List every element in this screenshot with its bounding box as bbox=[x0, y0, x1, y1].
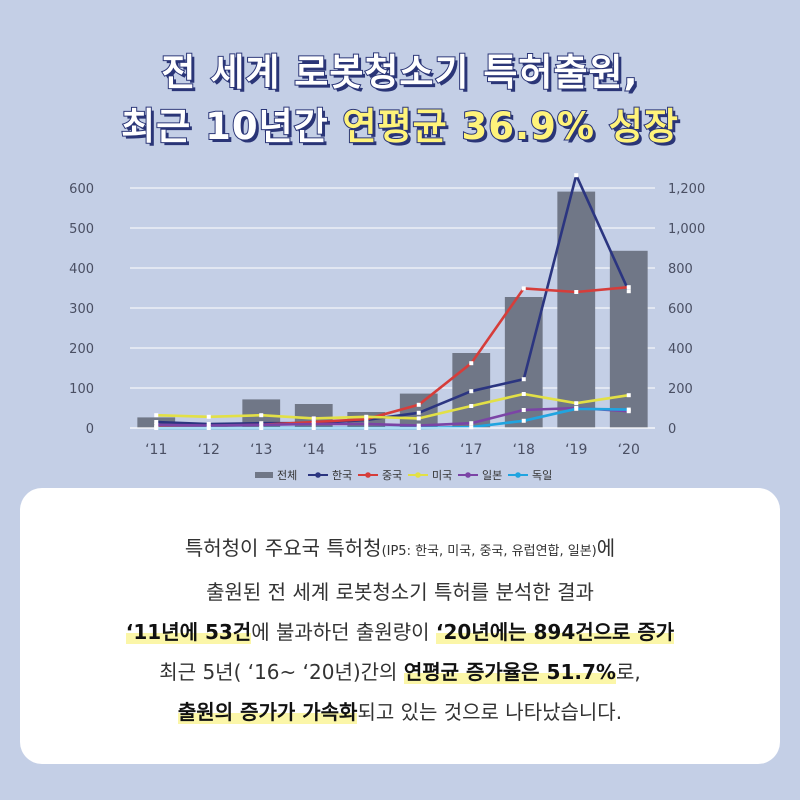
legend-label-line: 미국 bbox=[432, 469, 452, 482]
right-tick-label: 800 bbox=[668, 262, 693, 277]
right-tick-label: 1,000 bbox=[668, 222, 705, 237]
x-tick-label: ‘14 bbox=[303, 442, 325, 458]
point-독일 bbox=[469, 425, 474, 430]
point-일본 bbox=[469, 421, 474, 426]
point-미국 bbox=[469, 404, 474, 408]
point-독일 bbox=[574, 406, 579, 411]
point-미국 bbox=[416, 416, 421, 421]
summary-line-3: ‘11년에 53건에 불과하던 출원량이 ‘20년에는 894건으로 증가 bbox=[20, 612, 780, 652]
right-tick-label: 0 bbox=[668, 422, 676, 437]
point-일본 bbox=[259, 422, 264, 427]
right-tick-label: 400 bbox=[668, 342, 693, 357]
legend-label-line: 한국 bbox=[332, 469, 352, 482]
x-tick-label: ‘11 bbox=[145, 442, 167, 458]
summary-line-1-a: 특허청이 주요국 특허청 bbox=[184, 536, 382, 560]
point-중국 bbox=[521, 286, 526, 291]
point-미국 bbox=[364, 414, 369, 419]
point-중국 bbox=[364, 417, 369, 422]
point-일본 bbox=[364, 422, 369, 426]
left-tick-label: 400 bbox=[69, 262, 94, 277]
highlight-2011: ‘11년에 53건 bbox=[125, 620, 252, 644]
highlight-acceleration: 출원의 증가가 가속화 bbox=[177, 700, 358, 724]
x-tick-label: ‘18 bbox=[513, 442, 535, 458]
left-tick-label: 100 bbox=[69, 382, 94, 397]
x-tick-label: ‘19 bbox=[565, 442, 587, 458]
point-미국 bbox=[154, 413, 159, 418]
x-tick-label: ‘17 bbox=[460, 442, 482, 458]
bar-total bbox=[557, 191, 596, 428]
summary-line-1: 특허청이 주요국 특허청(IP5: 한국, 미국, 중국, 유럽연합, 일본)에 bbox=[20, 528, 780, 572]
point-중국 bbox=[626, 285, 631, 290]
point-한국 bbox=[154, 420, 159, 424]
series-line-일본 bbox=[156, 406, 629, 427]
summary-line-3-b: 에 불과하던 출원량이 bbox=[251, 620, 436, 644]
point-일본 bbox=[416, 423, 421, 428]
legend-label-line: 일본 bbox=[482, 468, 502, 482]
legend-marker bbox=[465, 472, 471, 478]
x-tick-label: ‘15 bbox=[355, 442, 377, 458]
point-중국 bbox=[416, 402, 421, 407]
highlight-growth-rate: 연평균 증가율은 51.7% bbox=[403, 660, 616, 684]
summary-line-1-c: 에 bbox=[596, 536, 616, 560]
point-일본 bbox=[206, 423, 211, 428]
point-한국 bbox=[469, 389, 474, 394]
legend-marker bbox=[365, 472, 371, 478]
summary-line-5: 출원의 증가가 가속화되고 있는 것으로 나타났습니다. bbox=[20, 692, 780, 732]
title-line-1: 전 세계 로봇청소기 특허출원, bbox=[160, 50, 639, 95]
x-tick-label: ‘20 bbox=[618, 442, 640, 458]
summary-line-1-note: (IP5: 한국, 미국, 중국, 유럽연합, 일본) bbox=[381, 544, 597, 559]
bar-total bbox=[399, 393, 438, 428]
point-미국 bbox=[521, 392, 526, 396]
summary-line-4-c: 로, bbox=[615, 660, 641, 684]
point-미국 bbox=[574, 401, 579, 406]
legend-label-line: 독일 bbox=[532, 468, 552, 482]
right-tick-label: 200 bbox=[668, 382, 693, 397]
point-독일 bbox=[626, 407, 631, 412]
point-중국 bbox=[469, 361, 474, 366]
legend-swatch-bar bbox=[255, 472, 273, 478]
point-중국 bbox=[574, 290, 579, 294]
x-tick-label: ‘12 bbox=[198, 442, 220, 458]
summary-line-5-b: 되고 있는 것으로 나타났습니다. bbox=[357, 700, 623, 724]
title-highlight: 연평균 36.9% 성장 bbox=[342, 104, 679, 149]
right-tick-label: 600 bbox=[668, 302, 693, 317]
summary-card: 특허청이 주요국 특허청(IP5: 한국, 미국, 중국, 유럽연합, 일본)에… bbox=[20, 488, 780, 764]
point-한국 bbox=[521, 377, 526, 382]
point-미국 bbox=[206, 414, 211, 419]
bar-total bbox=[609, 250, 648, 428]
left-tick-label: 500 bbox=[69, 222, 94, 237]
legend-marker bbox=[515, 472, 521, 478]
title-line-2-text: 최근 10년간 bbox=[120, 104, 343, 149]
summary-line-4: 최근 5년( ‘16~ ‘20년)간의 연평균 증가율은 51.7%로, bbox=[20, 652, 780, 692]
point-독일 bbox=[521, 418, 526, 423]
point-한국 bbox=[574, 173, 579, 178]
summary-line-2: 출원된 전 세계 로봇청소기 특허를 분석한 결과 bbox=[206, 580, 594, 604]
summary-text: 특허청이 주요국 특허청(IP5: 한국, 미국, 중국, 유럽연합, 일본)에… bbox=[20, 528, 780, 732]
legend-marker bbox=[415, 472, 421, 478]
point-일본 bbox=[311, 422, 316, 426]
summary-line-4-a: 최근 5년( ‘16~ ‘20년)간의 bbox=[159, 660, 404, 684]
legend-label-line: 중국 bbox=[382, 469, 402, 482]
point-미국 bbox=[626, 393, 631, 398]
left-tick-label: 0 bbox=[86, 422, 94, 437]
legend-label-bar: 전체 bbox=[277, 469, 297, 482]
x-tick-label: ‘16 bbox=[408, 442, 430, 458]
point-한국 bbox=[416, 410, 421, 415]
left-tick-label: 200 bbox=[69, 342, 94, 357]
left-tick-label: 600 bbox=[69, 182, 94, 197]
point-한국 bbox=[626, 289, 631, 294]
legend-marker bbox=[315, 472, 321, 478]
series-line-미국 bbox=[156, 392, 629, 420]
right-tick-label: 1,200 bbox=[668, 182, 705, 197]
title-line-2: 최근 10년간 연평균 36.9% 성장 bbox=[0, 96, 800, 150]
point-미국 bbox=[259, 413, 264, 418]
x-tick-label: ‘13 bbox=[250, 442, 272, 458]
point-미국 bbox=[311, 416, 316, 421]
point-일본 bbox=[521, 408, 526, 412]
bar-total bbox=[504, 297, 543, 428]
highlight-2020: ‘20년에는 894건으로 증가 bbox=[435, 620, 675, 644]
patent-chart: 0 100 200 300 400 500 600 0 200 400 600 800 1,000 1,2… bbox=[69, 173, 705, 482]
left-tick-label: 300 bbox=[69, 302, 94, 317]
point-일본 bbox=[154, 422, 159, 427]
